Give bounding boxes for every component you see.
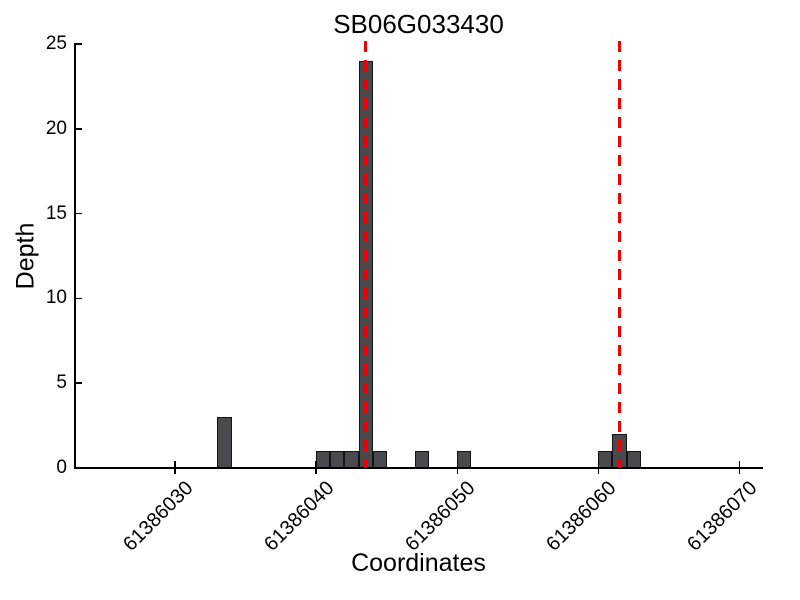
y-tick-mark: [75, 128, 82, 130]
x-tick-mark: [738, 461, 741, 474]
y-tick-label: 0: [56, 457, 67, 478]
y-tick-mark: [75, 43, 82, 45]
x-axis-spine: [74, 467, 763, 469]
x-tick-label: 61386050: [401, 477, 480, 556]
x-tick-mark: [597, 461, 600, 474]
y-axis-label: Depth: [11, 222, 40, 290]
y-tick-label: 25: [45, 33, 67, 54]
marker-vline: [364, 41, 368, 468]
x-tick-mark: [456, 461, 459, 474]
y-axis-spine: [74, 43, 76, 469]
x-tick-label: 61386040: [260, 477, 339, 556]
x-tick-mark: [315, 461, 317, 474]
x-tick-label: 61386070: [683, 477, 762, 556]
y-tick-mark: [75, 297, 82, 300]
y-tick-label: 15: [45, 202, 67, 224]
y-tick-mark: [75, 467, 82, 469]
y-tick-label: 10: [45, 287, 67, 309]
x-axis-label: Coordinates: [351, 549, 486, 577]
y-tick-label: 20: [45, 117, 67, 139]
x-tick-label: 61386060: [542, 477, 621, 556]
marker-vline: [618, 41, 622, 468]
depth-bar: [217, 417, 232, 469]
y-tick-mark: [75, 382, 82, 384]
y-tick-label: 5: [56, 372, 67, 394]
x-tick-label: 61386030: [119, 477, 198, 556]
x-tick-mark: [174, 461, 176, 474]
chart-title: SB06G033430: [333, 9, 504, 39]
y-tick-mark: [75, 212, 82, 215]
